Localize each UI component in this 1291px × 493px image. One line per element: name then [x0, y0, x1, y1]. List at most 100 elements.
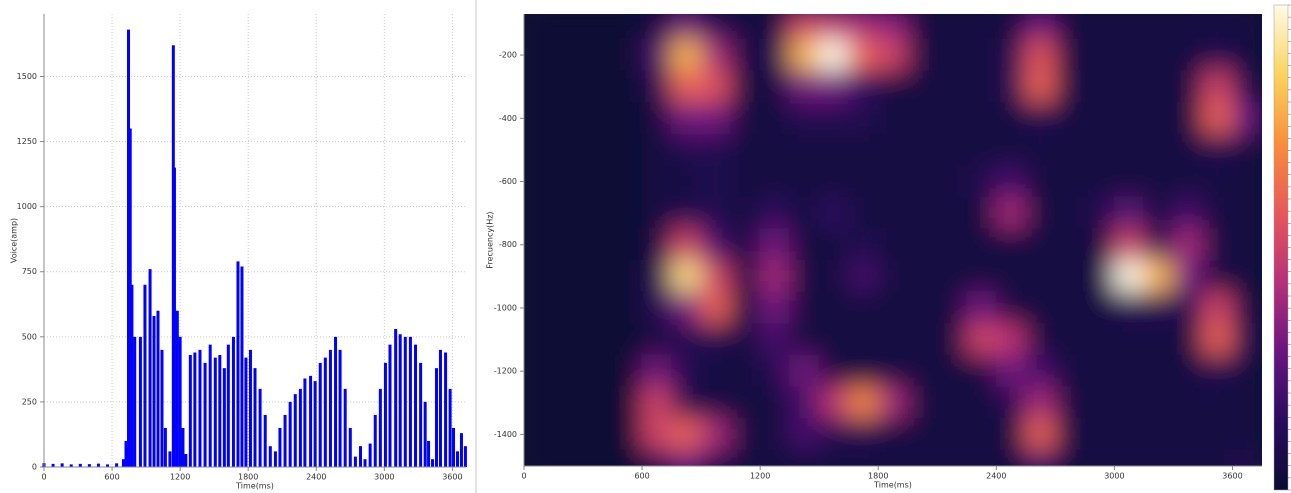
x-tick-label: 0: [41, 473, 46, 482]
heatmap-cell: [1143, 260, 1174, 293]
heatmap-cell: [1084, 291, 1115, 325]
heatmap-cell: [1084, 70, 1115, 104]
heatmap-cell: [700, 196, 732, 230]
heatmap-cell: [553, 165, 584, 198]
heatmap-cell: [1054, 354, 1086, 388]
heatmap-cell: [877, 196, 909, 230]
heatmap-cell: [966, 133, 997, 167]
heatmap-cell: [789, 228, 820, 262]
heatmap-cell: [1054, 196, 1086, 230]
heatmap-cell: [1143, 165, 1174, 198]
heatmap-cell: [995, 70, 1027, 104]
heatmap-cell: [1143, 70, 1174, 104]
heatmap-cell: [1143, 133, 1174, 167]
heatmap-cell: [612, 165, 643, 198]
heatmap-cell: [553, 133, 584, 167]
heatmap-cell: [936, 291, 968, 325]
heatmap-cell: [848, 449, 879, 466]
heatmap-cell: [789, 196, 820, 230]
heatmap-cell: [848, 14, 879, 40]
heatmap-cell: [1025, 70, 1056, 104]
heatmap-cell: [641, 38, 673, 72]
heatmap-cell: [818, 70, 850, 104]
heatmap-cell: [789, 386, 820, 420]
heatmap-cell: [700, 70, 732, 104]
heatmap-cell: [818, 386, 850, 420]
heatmap-cell: [1143, 386, 1174, 420]
heatmap-cell: [730, 14, 761, 40]
heatmap-cell: [1054, 418, 1086, 451]
heatmap-cell: [907, 449, 938, 466]
heatmap-area: [524, 14, 1262, 466]
heatmap-cell: [524, 133, 555, 167]
heatmap-cell: [1143, 196, 1174, 230]
heatmap-cell: [612, 38, 643, 72]
heatmap-cell: [877, 102, 909, 135]
heatmap-cell: [759, 102, 791, 135]
heatmap-cell: [730, 449, 761, 466]
heatmap-cell: [936, 228, 968, 262]
heatmap-cell: [907, 70, 938, 104]
heatmap-cell: [553, 386, 584, 420]
heatmap-cell: [1025, 418, 1056, 451]
heatmap-cell: [700, 14, 732, 40]
heatmap-cell: [848, 196, 879, 230]
heatmap-cell: [877, 70, 909, 104]
x-tick-label: 600: [104, 473, 119, 482]
heatmap-cell: [907, 386, 938, 420]
heatmap-cell: [1054, 133, 1086, 167]
x-tick-label: 600: [634, 472, 649, 481]
heatmap-cell: [1025, 14, 1056, 40]
heatmap-cell: [582, 102, 614, 135]
heatmap-cell: [1202, 38, 1233, 72]
y-tick-label: 0: [32, 463, 37, 472]
heatmap-cell: [818, 260, 850, 293]
heatmap-cell: [907, 38, 938, 72]
heatmap-cell: [612, 102, 643, 135]
heatmap-cell: [1172, 418, 1204, 451]
heatmap-cell: [671, 291, 702, 325]
y-tick-label: -200: [499, 51, 517, 60]
heatmap-cell: [553, 260, 584, 293]
heatmap-cell: [936, 386, 968, 420]
heatmap-cell: [612, 291, 643, 325]
heatmap-cell: [641, 165, 673, 198]
heatmap-cell: [966, 102, 997, 135]
heatmap-cell: [1202, 70, 1233, 104]
heatmap-cell: [789, 260, 820, 293]
x-tick-label: 1800: [868, 472, 888, 481]
heatmap-cell: [671, 14, 702, 40]
heatmap-cell: [1231, 133, 1262, 167]
heatmap-cell: [1231, 354, 1262, 388]
heatmap-cell: [1231, 291, 1262, 325]
y-tick-label: 500: [22, 332, 37, 341]
heatmap-cell: [700, 386, 732, 420]
heatmap-cell: [1084, 386, 1115, 420]
heatmap-cell: [1143, 291, 1174, 325]
heatmap-cell: [966, 260, 997, 293]
heatmap-cell: [966, 354, 997, 388]
heatmap-cell: [730, 70, 761, 104]
heatmap-cell: [907, 14, 938, 40]
heatmap-cell: [789, 449, 820, 466]
x-tick-label: 1800: [238, 473, 258, 482]
heatmap-cell: [582, 449, 614, 466]
heatmap-cell: [582, 196, 614, 230]
heatmap-cell: [612, 418, 643, 451]
heatmap-cell: [1113, 14, 1145, 40]
heatmap-cell: [553, 418, 584, 451]
heatmap-cell: [641, 14, 673, 40]
heatmap-cell: [1054, 165, 1086, 198]
heatmap-cell: [789, 102, 820, 135]
heatmap-cell: [877, 165, 909, 198]
heatmap-cell: [848, 386, 879, 420]
heatmap-cell: [995, 228, 1027, 262]
heatmap-cell: [1202, 133, 1233, 167]
heatmap-cell: [936, 38, 968, 72]
heatmap-cell: [524, 14, 555, 40]
heatmap-cell: [524, 418, 555, 451]
heatmap-cell: [848, 102, 879, 135]
heatmap-cell: [671, 38, 702, 72]
heatmap-cell: [1172, 228, 1204, 262]
